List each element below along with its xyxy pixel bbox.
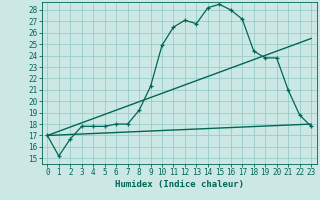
X-axis label: Humidex (Indice chaleur): Humidex (Indice chaleur) [115, 180, 244, 189]
